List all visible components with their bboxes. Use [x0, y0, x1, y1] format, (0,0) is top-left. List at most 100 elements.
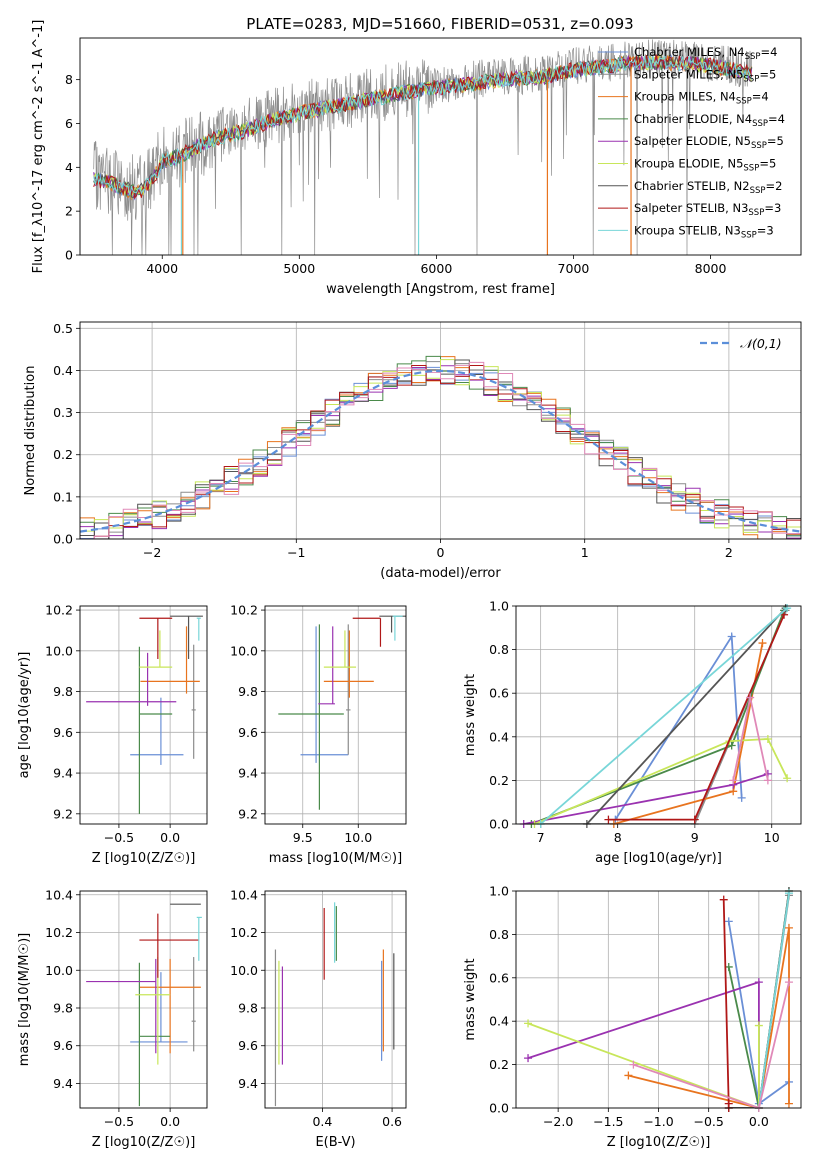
ticks: 4000 5000 6000 7000 8000 0 2 4 6 8: [65, 72, 726, 276]
x-tick-label: 0.0: [160, 1114, 180, 1129]
y-tick-label: 0.4: [489, 1014, 509, 1029]
y-tick-label: 9.6: [53, 725, 73, 740]
axes-frame: [79, 890, 208, 1109]
y-tick-label: 9.4: [53, 1076, 73, 1091]
legend-entry: Chabrier ELODIE, N4SSP=4: [634, 112, 785, 129]
weight-marker: [754, 1021, 763, 1030]
weight-marker: [729, 776, 738, 785]
x-axis-label: E(B-V): [315, 1135, 355, 1150]
data-point: [196, 916, 202, 961]
x-tick-label: −1.0: [643, 1114, 673, 1129]
data-point: [170, 615, 203, 659]
x-tick-label: −0.5: [104, 1114, 134, 1129]
y-tick-label: 10.2: [230, 925, 258, 940]
y-tick-label: 0.8: [489, 927, 509, 942]
legend-entry: Salpeter STELIB, N3SSP=3: [634, 201, 781, 218]
x-tick-label: 0.4: [312, 1114, 332, 1129]
gaussian-curve: [80, 369, 801, 533]
weight-line: [527, 980, 760, 1108]
y-tick-label: 0.2: [53, 447, 73, 462]
y-axis-label: Normed distribution: [23, 366, 38, 496]
x-tick-label: 10.0: [344, 830, 372, 845]
weight-marker: [754, 978, 763, 987]
x-tick-label: −1.5: [593, 1114, 623, 1129]
x-tick-label: −1: [287, 545, 305, 560]
weight-marker: [727, 632, 736, 641]
weight-marker: [784, 978, 793, 987]
weight-marker: [690, 815, 699, 824]
weight-marker: [784, 923, 793, 932]
weight-marker: [524, 1054, 533, 1063]
weight-marker: [783, 774, 792, 783]
x-axis-label: Z [log10(Z/Z☉)]: [92, 851, 196, 866]
y-tick-label: 10.4: [45, 887, 73, 902]
y-tick-label: 1.0: [489, 599, 509, 614]
axes-frame: [79, 321, 802, 540]
x-tick-label: −0.5: [104, 830, 134, 845]
data-point: [379, 615, 406, 633]
y-tick-label: 9.4: [53, 766, 73, 781]
x-tick-label: 10: [764, 830, 780, 845]
ticks: −0.5 0.0 9.2 9.4 9.6 9.8 10.0 10.2: [45, 603, 180, 845]
y-tick-label: 0.1: [53, 489, 73, 504]
y-tick-label: 10.0: [230, 643, 258, 658]
x-tick-label: 8000: [695, 261, 727, 276]
y-axis-label: mass weight: [463, 674, 478, 756]
panel-residuals: −2 −1 0 1 2 0.0 0.1 0.2 0.3 0.4 0.5 (data-model)/er…: [23, 321, 802, 581]
x-tick-label: −0.5: [693, 1114, 723, 1129]
x-tick-label: 7000: [558, 261, 590, 276]
panel-age-vs-Z: −0.5 0.0 9.2 9.4 9.6 9.8 10.0 10.2 Z [log10(Z/Z☉…: [17, 603, 208, 866]
panel-weight-vs-age: 7 8 9 10 0.0 0.2 0.4 0.6 0.8 1.0 age [log10(age/yr…: [463, 599, 802, 866]
grid: [265, 891, 406, 1108]
weight-marker: [737, 793, 746, 802]
y-tick-label: 2: [65, 204, 73, 219]
grid: [80, 606, 207, 824]
data-point: [323, 630, 357, 668]
residual-histogram: [80, 361, 801, 539]
legend-entry: 𝒩(0,1): [740, 336, 782, 351]
x-tick-label: 7: [537, 830, 545, 845]
data-point: [191, 644, 196, 759]
y-axis-label: age [log10(age/yr)]: [17, 652, 32, 779]
y-tick-label: 0.4: [53, 363, 73, 378]
legend-entry: Chabrier STELIB, N2SSP=2: [634, 179, 782, 196]
data-point: [139, 958, 201, 1054]
y-tick-label: 6: [65, 116, 73, 131]
y-axis-label: mass [log10(M/M☉)]: [17, 933, 32, 1066]
x-tick-label: 0.0: [160, 830, 180, 845]
axes-frame: [515, 890, 802, 1109]
panel-mass-vs-ebv: 0.4 0.6 9.4 9.6 9.8 10.0 10.2 10.4 E(B-V): [230, 887, 407, 1150]
y-tick-label: 9.6: [53, 1038, 73, 1053]
y-tick-label: 9.8: [238, 1000, 258, 1015]
x-tick-label: 0: [437, 545, 445, 560]
data-point: [196, 617, 201, 641]
y-tick-label: 0.6: [489, 970, 509, 985]
x-axis-label: wavelength [Angstrom, rest frame]: [326, 282, 555, 297]
x-tick-label: 9: [691, 830, 699, 845]
x-tick-label: −2: [143, 545, 161, 560]
weight-marker: [719, 895, 728, 904]
axes-frame: [264, 605, 407, 825]
y-tick-label: 9.6: [238, 1038, 258, 1053]
x-tick-label: 4000: [146, 261, 178, 276]
panel-weight-vs-Z: −2.0 −1.5 −1.0 −0.5 0.0 0.0 0.2 0.4 0.6 0.8 1.0 Z […: [463, 884, 802, 1150]
grid: [80, 322, 801, 540]
data-point: [323, 630, 374, 698]
weight-marker: [624, 1071, 633, 1080]
y-tick-label: 9.8: [238, 684, 258, 699]
legend-entry: Salpeter ELODIE, N5SSP=5: [634, 134, 784, 151]
y-tick-label: 9.8: [53, 1000, 73, 1015]
y-tick-label: 9.2: [238, 806, 258, 821]
data-point: [138, 646, 173, 814]
weight-marker: [784, 1099, 793, 1108]
weight-marker: [746, 693, 755, 702]
ticks: 9.5 10.0 9.2 9.4 9.6 9.8 10.0 10.2: [230, 603, 372, 845]
x-tick-label: −2.0: [543, 1114, 573, 1129]
y-tick-label: 0.0: [53, 532, 73, 547]
y-tick-label: 10.0: [45, 963, 73, 978]
data-point: [140, 626, 200, 694]
legend: Chabrier MILES, N4SSP=4 Salpeter MILES, N…: [598, 45, 785, 240]
data-point: [138, 962, 171, 1107]
y-tick-label: 10.4: [230, 887, 258, 902]
